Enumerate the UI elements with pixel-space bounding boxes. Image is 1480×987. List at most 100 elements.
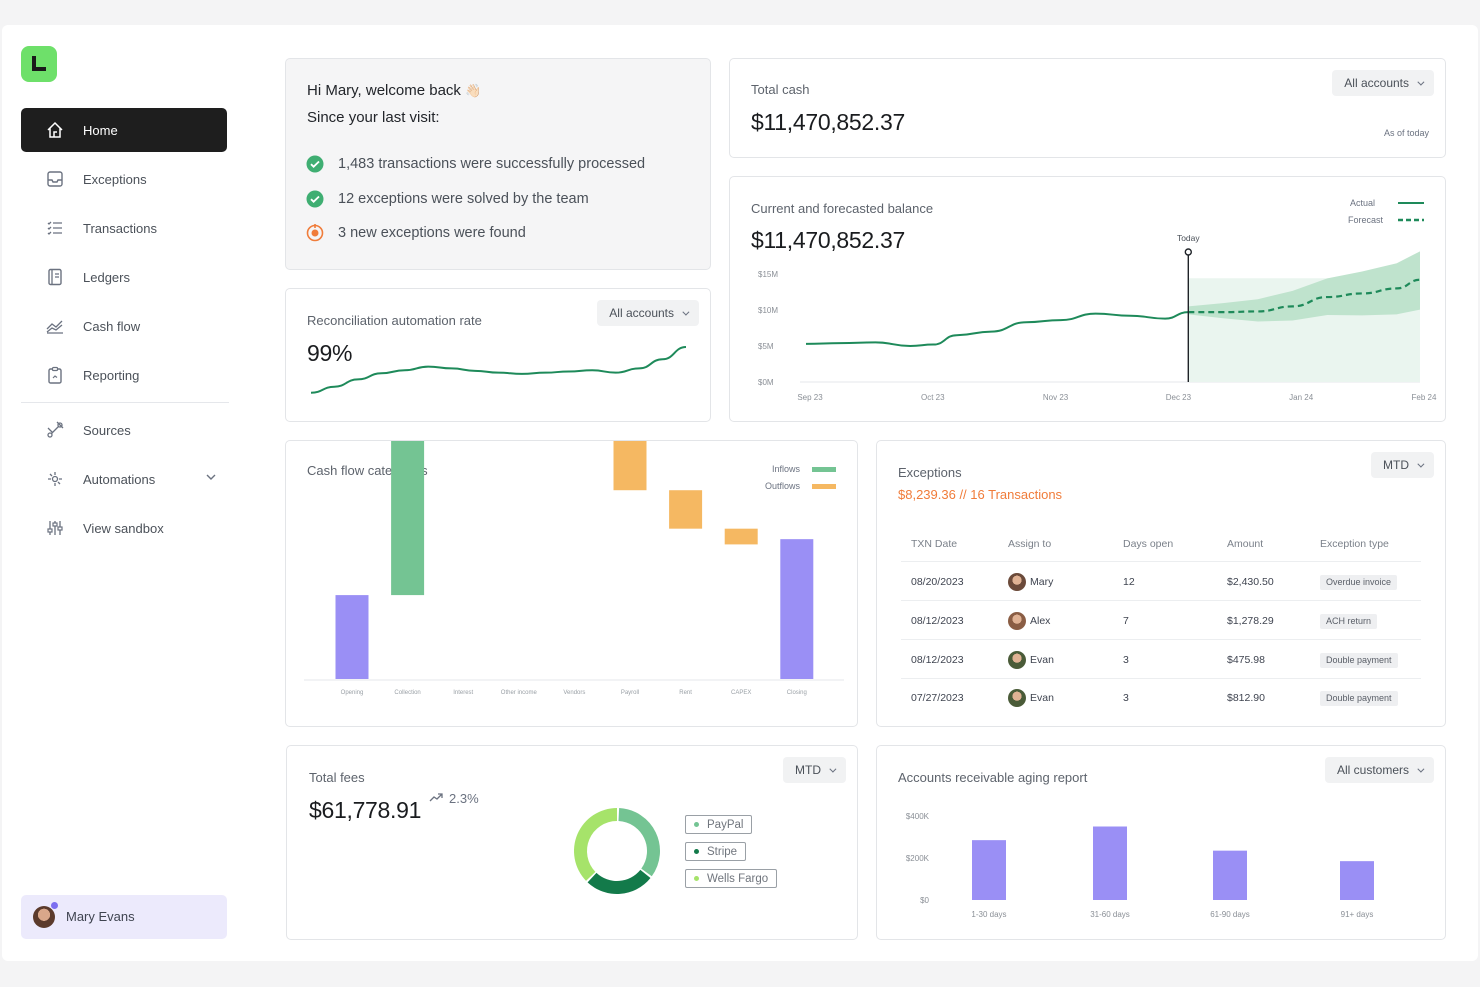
x-tick-label: Jan 24 bbox=[1289, 393, 1314, 402]
sidebar-item-label: Ledgers bbox=[83, 269, 130, 285]
sidebar-item-cash-flow[interactable]: Cash flow bbox=[21, 304, 227, 348]
x-tick-label: Opening bbox=[341, 690, 364, 696]
legend-wells-fargo[interactable]: Wells Fargo bbox=[685, 869, 778, 888]
legend-outflows: Outflows bbox=[765, 481, 801, 491]
total-bar bbox=[780, 539, 814, 679]
exceptions-card: Exceptions $8,239.36 // 16 Transactions … bbox=[876, 440, 1446, 727]
column-header[interactable]: Days open bbox=[1123, 538, 1174, 550]
inflow-bar bbox=[391, 441, 425, 596]
ar-bar bbox=[1093, 826, 1127, 900]
y-tick-label: $0 bbox=[920, 896, 929, 905]
x-tick-label: Other income bbox=[501, 690, 538, 696]
card-title: Total fees bbox=[309, 770, 365, 785]
welcome-bullet: 3 new exceptions were found bbox=[338, 225, 526, 241]
sidebar-item-transactions[interactable]: Transactions bbox=[21, 206, 227, 250]
total-cash-value: $11,470,852.37 bbox=[751, 109, 905, 135]
welcome-bullet: 1,483 transactions were successfully pro… bbox=[338, 156, 646, 172]
alert-icon bbox=[306, 224, 324, 242]
sidebar-item-label: Exceptions bbox=[83, 171, 147, 187]
column-header[interactable]: TXN Date bbox=[911, 538, 958, 550]
sidebar-item-label: View sandbox bbox=[83, 520, 164, 536]
avatar bbox=[1008, 612, 1026, 630]
welcome-card: Hi Mary, welcome back 👋🏻 Since your last… bbox=[285, 58, 711, 270]
period-dropdown[interactable]: MTD bbox=[1371, 452, 1434, 478]
exceptions-summary: $8,239.36 // 16 Transactions bbox=[898, 487, 1063, 502]
x-tick-label: Closing bbox=[787, 690, 807, 696]
sidebar-item-automations[interactable]: Automations bbox=[21, 457, 227, 501]
sidebar-item-view-sandbox[interactable]: View sandbox bbox=[21, 506, 227, 550]
fees-change: 2.3% bbox=[449, 791, 479, 806]
txn-date: 08/12/2023 bbox=[911, 615, 964, 627]
actual-line bbox=[805, 311, 1189, 348]
fees-card: Total fees $61,778.91 2.3% MTD PayPal St… bbox=[286, 745, 858, 940]
sidebar-item-reporting[interactable]: Reporting bbox=[21, 353, 227, 397]
days-open: 3 bbox=[1123, 654, 1129, 666]
fees-value: $61,778.91 bbox=[309, 797, 422, 823]
column-header[interactable]: Exception type bbox=[1320, 538, 1389, 550]
accounts-dropdown[interactable]: All accounts bbox=[1332, 70, 1434, 96]
donut-slice-stripe bbox=[587, 869, 651, 894]
chevron-down-icon[interactable] bbox=[205, 471, 217, 483]
x-tick-label: 1-30 days bbox=[971, 910, 1006, 919]
user-profile-button[interactable]: Mary Evans bbox=[21, 895, 227, 939]
ar-bar bbox=[1213, 850, 1247, 900]
trend-up-icon bbox=[429, 793, 443, 802]
app-logo[interactable] bbox=[21, 46, 57, 82]
card-title: Current and forecasted balance bbox=[751, 201, 934, 216]
reconciliation-sparkline bbox=[310, 346, 687, 394]
accounts-dropdown[interactable]: All accounts bbox=[597, 300, 699, 326]
x-tick-label: Collection bbox=[394, 690, 420, 696]
assignee-name: Alex bbox=[1030, 615, 1051, 627]
list-icon bbox=[47, 221, 62, 235]
txn-date: 08/20/2023 bbox=[911, 576, 964, 588]
sidebar-item-sources[interactable]: Sources bbox=[21, 408, 227, 452]
card-title: Reconciliation automation rate bbox=[307, 313, 482, 328]
row-divider bbox=[901, 678, 1421, 679]
avatar bbox=[1008, 689, 1026, 707]
txn-date: 08/12/2023 bbox=[911, 654, 964, 666]
amount: $812.90 bbox=[1227, 692, 1265, 704]
cashflow-card: Cash flow categories Inflows Outflows Op… bbox=[285, 440, 858, 727]
period-dropdown[interactable]: MTD bbox=[783, 757, 846, 783]
x-tick-label: Interest bbox=[453, 690, 473, 696]
x-tick-label: Nov 23 bbox=[1043, 393, 1069, 402]
column-header[interactable]: Amount bbox=[1227, 538, 1264, 550]
ar-bar bbox=[972, 840, 1006, 900]
welcome-bullet: 12 exceptions were solved by the team bbox=[338, 191, 589, 207]
reconciliation-line bbox=[310, 346, 687, 394]
legend-forecast: Forecast bbox=[1348, 215, 1384, 225]
legend-paypal[interactable]: PayPal bbox=[685, 815, 753, 834]
column-header[interactable]: Assign to bbox=[1008, 538, 1052, 550]
txn-date: 07/27/2023 bbox=[911, 692, 964, 704]
x-tick-label: Vendors bbox=[563, 690, 585, 696]
x-tick-label: Rent bbox=[679, 690, 692, 696]
card-title: Total cash bbox=[751, 82, 810, 97]
x-tick-label: Oct 23 bbox=[921, 393, 945, 402]
assignee-name: Evan bbox=[1030, 692, 1054, 704]
chevron-down-icon bbox=[1417, 460, 1425, 468]
row-divider bbox=[901, 639, 1421, 640]
days-open: 3 bbox=[1123, 692, 1129, 704]
sidebar-item-label: Transactions bbox=[83, 220, 157, 236]
balance-value: $11,470,852.37 bbox=[751, 227, 905, 253]
y-tick-label: $200K bbox=[906, 854, 930, 863]
outflow-bar bbox=[613, 441, 647, 491]
total-bar bbox=[335, 595, 369, 679]
donut-slice-paypal bbox=[618, 808, 660, 877]
today-marker-dot bbox=[1184, 248, 1193, 256]
forecast-line bbox=[1188, 278, 1421, 314]
sidebar-item-ledgers[interactable]: Ledgers bbox=[21, 255, 227, 299]
sidebar-item-exceptions[interactable]: Exceptions bbox=[21, 157, 227, 201]
chevron-down-icon bbox=[1417, 78, 1425, 86]
sidebar-item-label: Cash flow bbox=[83, 318, 141, 334]
legend-stripe[interactable]: Stripe bbox=[685, 842, 747, 861]
x-tick-label: Dec 23 bbox=[1166, 393, 1192, 402]
fees-donut-chart bbox=[574, 808, 660, 894]
cashflow-chart: Opening Collection Interest Other income Ven… bbox=[304, 441, 844, 696]
outflow-bar bbox=[724, 528, 758, 545]
days-open: 7 bbox=[1123, 615, 1129, 627]
sidebar-item-label: Home bbox=[83, 122, 118, 138]
sidebar-item-home[interactable]: Home bbox=[21, 108, 227, 152]
amount: $475.98 bbox=[1227, 654, 1265, 666]
customers-dropdown[interactable]: All customers bbox=[1324, 757, 1434, 783]
